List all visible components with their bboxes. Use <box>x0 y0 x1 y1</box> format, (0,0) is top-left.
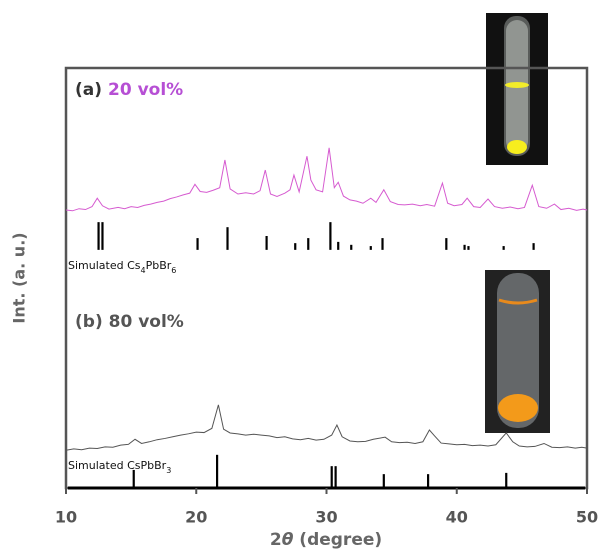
x-label-part: 2 <box>270 530 282 550</box>
x-tick-label: 10 <box>55 508 77 527</box>
x-tick-label: 30 <box>315 508 337 527</box>
series-label: Simulated Cs4PbBr6 <box>68 259 176 275</box>
x-tick-label: 40 <box>446 508 468 527</box>
series-label-part: Simulated CsPbBr <box>68 459 167 472</box>
series-label: (a) 20 vol% <box>75 80 183 100</box>
series-label-part: (b) 80 vol% <box>75 312 184 332</box>
series-label-part: 6 <box>171 266 176 275</box>
inset-photo-a <box>486 13 548 165</box>
xrd-trace <box>65 404 588 451</box>
x-axis-label: 2θ (degree) <box>270 530 382 550</box>
x-tick-label: 50 <box>576 508 598 527</box>
series-label-part: 3 <box>166 466 171 475</box>
series-label-part: (a) <box>75 80 102 100</box>
y-axis-label: Int. (a. u.) <box>10 232 29 323</box>
inset-photo-b <box>485 270 550 433</box>
series-label-part: PbBr <box>146 259 172 272</box>
series-label-part: Simulated Cs <box>68 259 141 272</box>
xrd-trace <box>65 147 588 212</box>
x-label-part: (degree) <box>293 530 382 550</box>
x-label-part: θ <box>282 530 294 550</box>
series-label: Simulated CsPbBr3 <box>68 459 171 475</box>
series-label: (b) 80 vol% <box>75 312 184 332</box>
series-label-part: 4 <box>141 266 146 275</box>
x-tick-label: 20 <box>185 508 207 527</box>
series-label-part: 20 vol% <box>108 80 183 100</box>
